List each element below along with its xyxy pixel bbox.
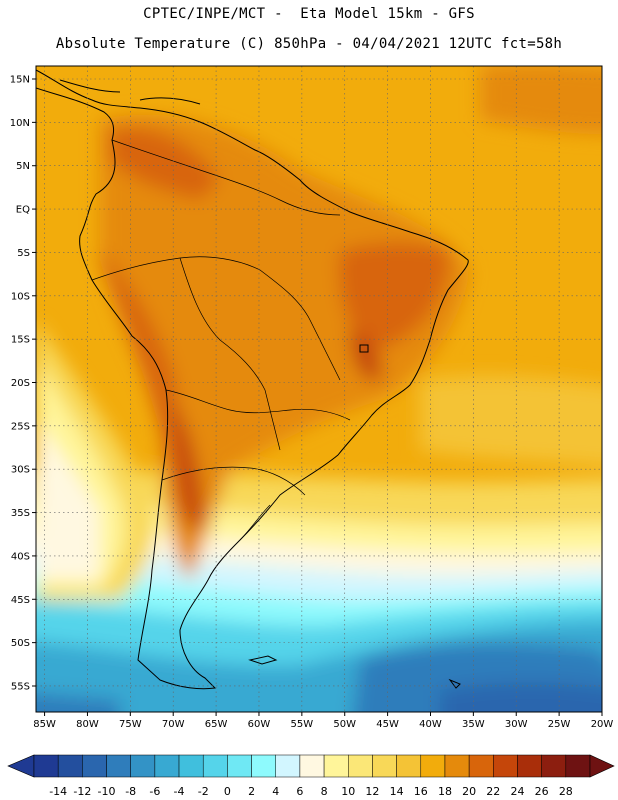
latitude-labels: 15N 10N 5N EQ 5S 10S 15S 20S 25S 30S 35S 40S 45S 50S 5… [10, 75, 30, 693]
longitude-labels: 85W 80W 75W 70W 65W 60W 55W 50W 45W 40W 35W 30W 25W 2… [33, 719, 613, 730]
lon-tick-label: 45W [376, 719, 399, 730]
map-frame [35, 65, 603, 713]
colorbar-label: 16 [414, 785, 428, 798]
country-borders [91, 139, 351, 541]
colorbar-swatch [82, 754, 107, 778]
colorbar-swatch [420, 754, 446, 778]
colorbar-swatch [299, 754, 325, 778]
colorbar-swatch [444, 754, 470, 778]
lon-tick-label: 70W [162, 719, 185, 730]
lat-tick-label: 55S [11, 681, 30, 692]
lat-tick-label: 5S [17, 248, 30, 259]
lon-tick-label: 20W [591, 719, 614, 730]
colorbar-swatch [227, 754, 252, 778]
colorbar-label: -14 [49, 785, 67, 798]
title-line-1: CPTEC/INPE/MCT - Eta Model 15km - GFS [143, 6, 475, 22]
colorbar-label: 14 [390, 785, 404, 798]
colorbar-label: 28 [559, 785, 573, 798]
colorbar-swatch [57, 754, 83, 778]
lon-tick-label: 80W [76, 719, 99, 730]
colorbar-label: -12 [73, 785, 91, 798]
lat-tick-label: 10N [10, 118, 30, 129]
colorbar-label: 4 [272, 785, 279, 798]
colorbar-label: -10 [98, 785, 116, 798]
temperature-field [36, 66, 602, 712]
colorbar-swatch [178, 754, 204, 778]
colorbar-label: 22 [486, 785, 500, 798]
colorbar-label: -2 [198, 785, 209, 798]
colorbar-swatch [251, 754, 276, 778]
colorbar-swatch [154, 754, 180, 778]
lon-tick-label: 60W [248, 719, 271, 730]
lat-tick-label: 35S [11, 508, 30, 519]
colorbar-swatch [493, 754, 518, 778]
colorbar-label: 26 [535, 785, 549, 798]
colorbar-low-arrow [7, 754, 35, 778]
lat-tick-label: 50S [11, 638, 30, 649]
lat-tick-label: 10S [11, 291, 30, 302]
lon-tick-label: 65W [205, 719, 228, 730]
title-line-2: Absolute Temperature (C) 850hPa - 04/04/… [55, 36, 563, 52]
lat-tick-label: 45S [11, 595, 30, 606]
lat-tick-label: 15S [11, 335, 30, 346]
colorbar-swatch [565, 754, 591, 778]
colorbar-swatch [323, 754, 349, 778]
lon-tick-label: 75W [119, 719, 142, 730]
colorbar-label: -8 [125, 785, 136, 798]
colorbar-label: 10 [341, 785, 355, 798]
graticule [32, 66, 603, 716]
lon-tick-label: 25W [548, 719, 571, 730]
lon-tick-label: 35W [462, 719, 485, 730]
colorbar-label: -4 [174, 785, 185, 798]
colorbar-label: 6 [296, 785, 303, 798]
colorbar-swatch [372, 754, 397, 778]
lat-tick-label: 20S [11, 378, 30, 389]
colorbar-swatch [202, 754, 228, 778]
lat-tick-label: 5N [16, 161, 30, 172]
lat-tick-label: 15N [10, 75, 30, 86]
colorbar-high-arrow [589, 754, 615, 778]
lon-tick-label: 30W [505, 719, 528, 730]
colorbar-swatch [396, 754, 422, 778]
colorbar-label: 0 [224, 785, 231, 798]
colorbar-swatch [33, 754, 59, 778]
colorbar-swatch [541, 754, 567, 778]
colorbar-swatch [517, 754, 542, 778]
colorbar-swatch [348, 754, 373, 778]
lat-tick-label: 30S [11, 465, 30, 476]
colorbar-label: 24 [510, 785, 524, 798]
lat-tick-label: EQ [16, 205, 30, 216]
colorbar-label: 20 [462, 785, 476, 798]
lat-tick-label: 25S [11, 421, 30, 432]
colorbar-label: -6 [149, 785, 160, 798]
colorbar: -14 -12 -10 -8 -6 -4 -2 0 2 4 6 8 10 12 14 16 18 20 22 24 26… [7, 754, 615, 798]
colorbar-swatch [468, 754, 494, 778]
colorbar-label: 2 [248, 785, 255, 798]
colorbar-swatch [275, 754, 301, 778]
colorbar-label: 12 [365, 785, 379, 798]
lon-tick-label: 40W [419, 719, 442, 730]
lon-tick-label: 85W [33, 719, 56, 730]
colorbar-label: 8 [321, 785, 328, 798]
colorbar-swatch [130, 754, 156, 778]
lat-tick-label: 40S [11, 551, 30, 562]
lon-tick-label: 55W [291, 719, 314, 730]
colorbar-label: 18 [438, 785, 452, 798]
colorbar-swatch [106, 754, 131, 778]
lon-tick-label: 50W [333, 719, 356, 730]
